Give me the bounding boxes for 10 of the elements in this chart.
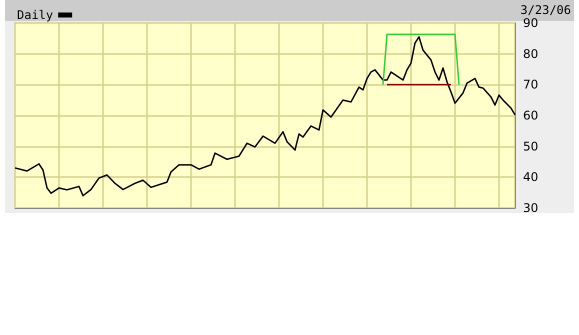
y-tick-label: 40 bbox=[523, 170, 538, 184]
y-tick-label: 90 bbox=[523, 16, 538, 30]
y-tick-label: 30 bbox=[523, 201, 538, 215]
line-series bbox=[14, 36, 516, 196]
y-tick-label: 80 bbox=[523, 46, 538, 61]
y-tick-label: 50 bbox=[523, 139, 538, 154]
text: 3/23/06 bbox=[520, 3, 572, 17]
legend-label: Daily bbox=[17, 8, 54, 22]
y-tick-label: 70 bbox=[523, 78, 538, 92]
y-tick-label: 60 bbox=[523, 108, 538, 122]
